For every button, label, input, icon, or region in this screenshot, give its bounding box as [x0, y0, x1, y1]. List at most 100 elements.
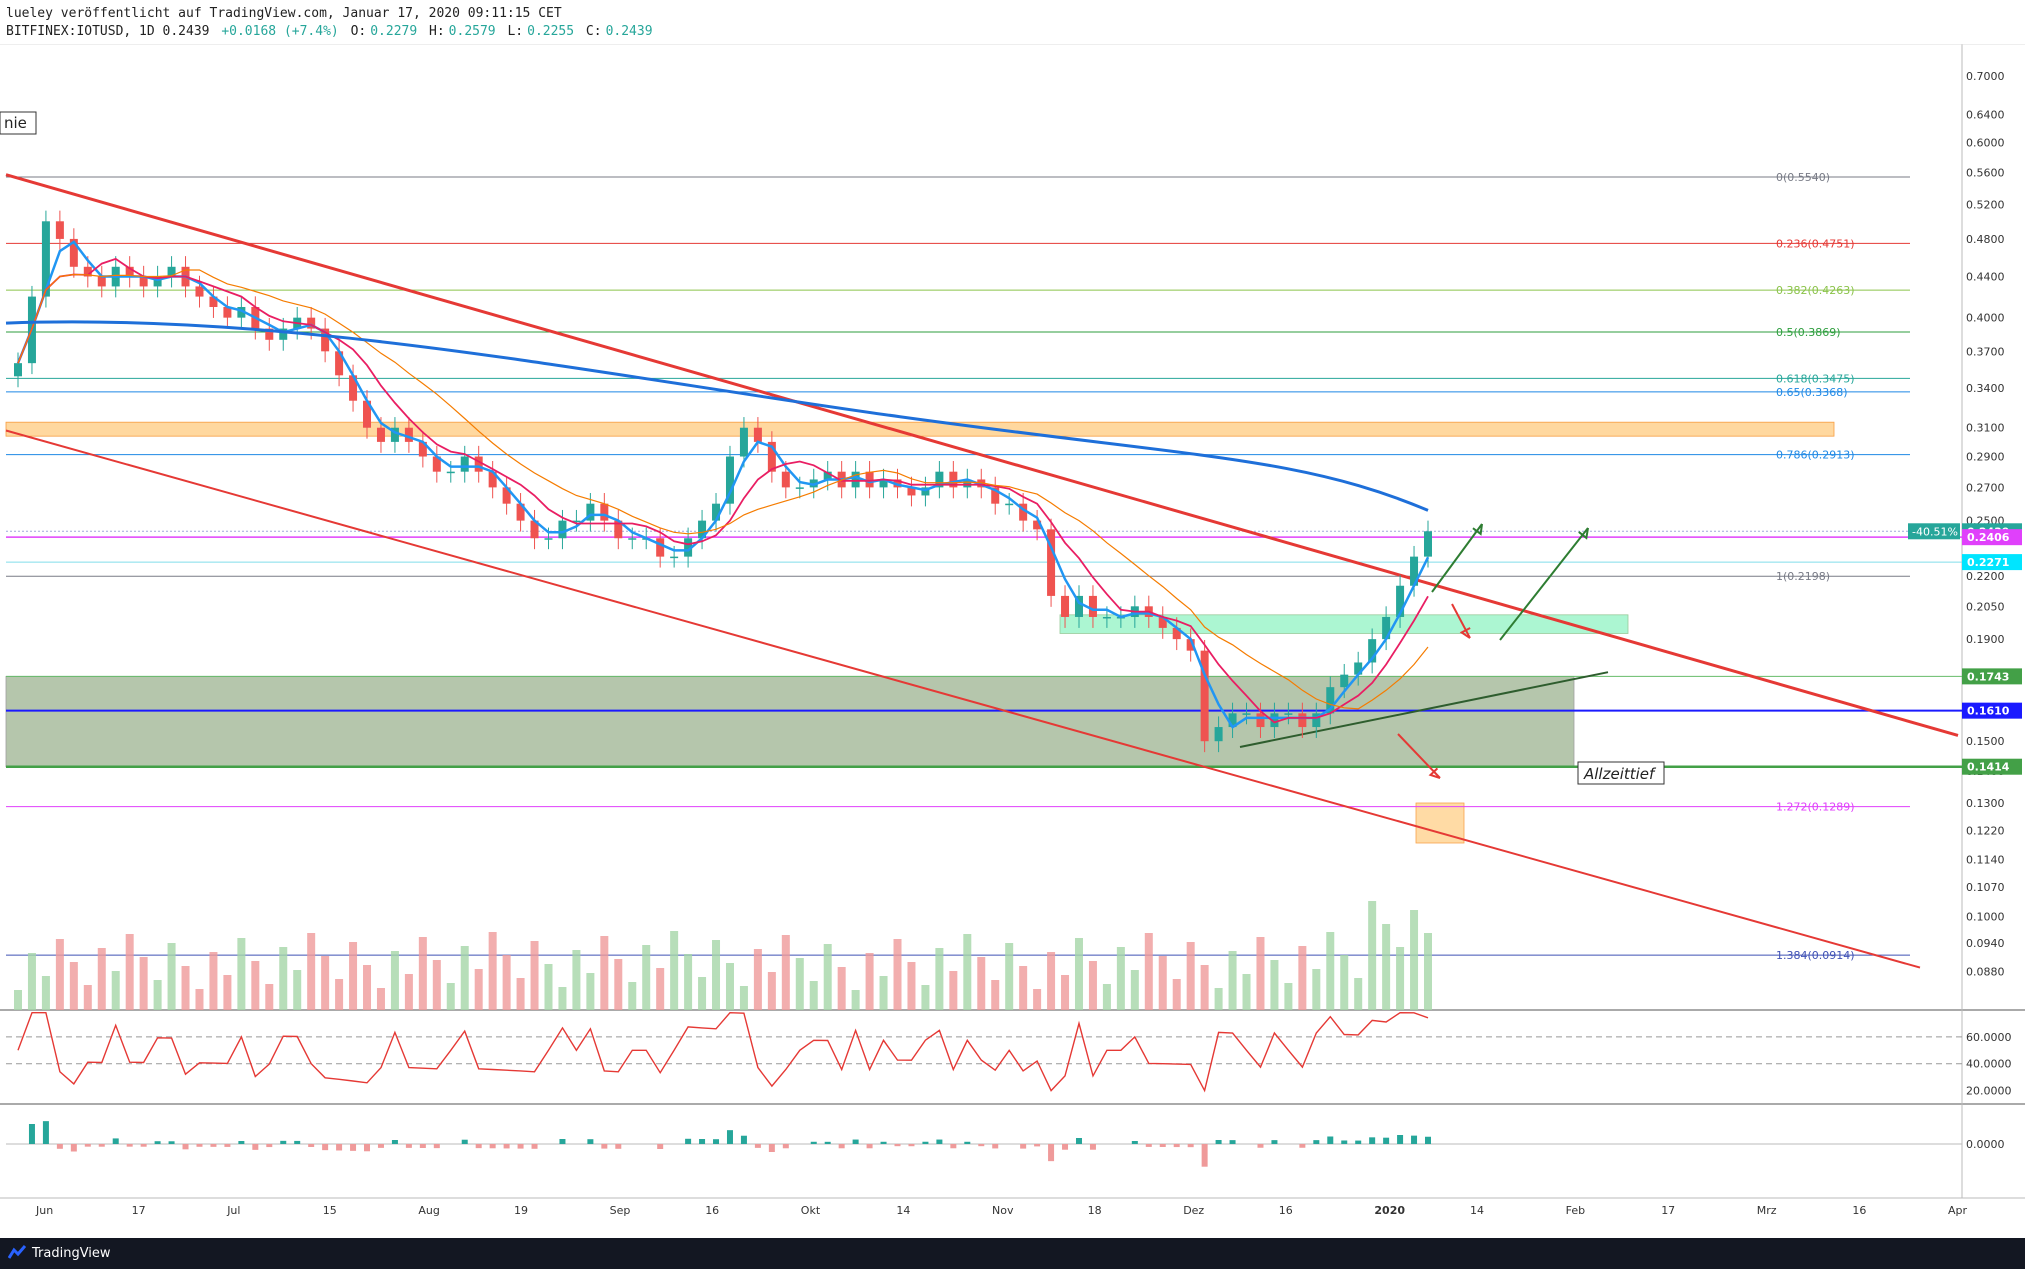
- macd-histogram-bar: [56, 1144, 63, 1149]
- volume-bar: [837, 967, 846, 1010]
- candle-body: [363, 400, 372, 428]
- volume-bar: [376, 988, 385, 1010]
- macd-histogram-bar: [880, 1141, 887, 1144]
- price-tick: 0.5600: [1966, 166, 2005, 179]
- volume-bar: [27, 953, 36, 1010]
- candle-body: [935, 471, 944, 488]
- macd-histogram-bar: [1215, 1140, 1222, 1144]
- candle-body: [865, 471, 874, 488]
- candle-body: [153, 276, 162, 287]
- macd-histogram-bar: [1089, 1144, 1096, 1150]
- volume-bar: [1354, 978, 1363, 1010]
- fib-label: 0.618(0.3475): [1776, 372, 1855, 385]
- candle-body: [879, 479, 888, 488]
- volume-bar: [418, 937, 427, 1010]
- fib-label: 0.236(0.4751): [1776, 237, 1855, 250]
- top-left-label-box: [0, 111, 37, 135]
- volume-bar: [223, 975, 232, 1010]
- volume-bar: [1186, 942, 1195, 1010]
- price-tick: 0.3400: [1966, 382, 2005, 395]
- macd-histogram-bar: [699, 1139, 706, 1144]
- volume-bar: [1047, 952, 1056, 1010]
- price-tick: 0.1070: [1966, 881, 2005, 894]
- macd-histogram-bar: [377, 1144, 384, 1148]
- volume-bar: [321, 956, 330, 1010]
- volume-bar: [1116, 947, 1125, 1010]
- price-tick: 0.1900: [1966, 633, 2005, 646]
- volume-bar: [642, 945, 651, 1010]
- time-tick: Dez: [1183, 1204, 1204, 1217]
- macd-histogram-bar: [1327, 1136, 1334, 1144]
- macd-histogram-bar: [754, 1144, 761, 1148]
- fib-label: 1(0.2198): [1776, 570, 1830, 583]
- candle-body: [460, 456, 469, 472]
- rsi-line: [17, 1011, 1429, 1093]
- macd-histogram-bar: [308, 1144, 315, 1147]
- candle-body: [1088, 595, 1097, 617]
- volume-bar: [725, 963, 734, 1010]
- macd-histogram-bar: [1271, 1140, 1278, 1144]
- volume-bar: [558, 987, 567, 1010]
- high-label: H:: [429, 24, 445, 39]
- time-tick: 2020: [1374, 1204, 1405, 1217]
- candle-body: [474, 456, 483, 472]
- fib-label: 0(0.5540): [1776, 171, 1830, 184]
- candle-body: [83, 266, 92, 277]
- macd-histogram-bar: [350, 1144, 357, 1151]
- volume-bar: [698, 977, 707, 1010]
- candle-body: [237, 306, 246, 318]
- macd-histogram-bar: [433, 1144, 440, 1149]
- macd-histogram-bar: [168, 1141, 175, 1144]
- volume-bar: [753, 949, 762, 1010]
- macd-histogram-bar: [713, 1139, 720, 1144]
- price-tick: 0.1140: [1966, 854, 2005, 867]
- time-tick: 15: [323, 1204, 337, 1217]
- candle-body: [446, 471, 455, 474]
- volume-bar: [125, 934, 134, 1010]
- macd-histogram-bar: [1034, 1144, 1041, 1147]
- candle-body: [55, 221, 64, 239]
- volume-bar: [1102, 984, 1111, 1010]
- macd-histogram-bar: [1257, 1144, 1264, 1148]
- price-tick: 0.3100: [1966, 422, 2005, 435]
- tradingview-logo[interactable]: TradingView: [8, 1245, 111, 1261]
- candle-body: [628, 538, 637, 540]
- macd-histogram-bar: [1397, 1135, 1404, 1144]
- volume-bar: [1074, 938, 1083, 1010]
- volume-bar: [1424, 933, 1432, 1010]
- candle-body: [1005, 503, 1014, 506]
- volume-bar: [474, 969, 483, 1010]
- candle-body: [1382, 616, 1391, 640]
- volume-bar: [335, 979, 344, 1010]
- time-tick: Jul: [226, 1204, 240, 1217]
- volume-bar: [209, 952, 218, 1010]
- candle-body: [963, 479, 972, 488]
- macd-histogram-bar: [1145, 1144, 1152, 1147]
- price-tick: 0.0880: [1966, 966, 2005, 979]
- macd-histogram-bar: [1048, 1144, 1055, 1162]
- macd-histogram-bar: [238, 1141, 245, 1144]
- candle-body: [502, 487, 511, 504]
- candle-body: [125, 266, 134, 277]
- volume-bar: [1019, 966, 1028, 1010]
- time-tick: Nov: [992, 1204, 1014, 1217]
- volume-bar: [572, 950, 581, 1010]
- price-tag-bg: [1962, 668, 2022, 685]
- candle-body: [1340, 674, 1349, 688]
- candle-body: [851, 471, 860, 488]
- candle-body: [1242, 713, 1251, 715]
- volume-bar: [1088, 961, 1097, 1010]
- macd-histogram-bar: [461, 1139, 468, 1144]
- candle-body: [265, 328, 274, 340]
- candle-body: [279, 328, 288, 340]
- time-tick: Jun: [35, 1204, 53, 1217]
- candle-body: [530, 520, 539, 539]
- volume-bar: [1200, 965, 1209, 1010]
- macd-histogram-bar: [28, 1124, 35, 1144]
- volume-bar: [963, 934, 972, 1010]
- price-chart[interactable]: 0(0.5540) 0.236(0.4751) 0.382(0.4263) 0.5(0…: [0, 44, 2025, 1238]
- candle-body: [753, 427, 762, 442]
- volume-bar: [1214, 988, 1223, 1010]
- candle-body: [781, 471, 790, 488]
- chart-background: [0, 44, 2025, 1238]
